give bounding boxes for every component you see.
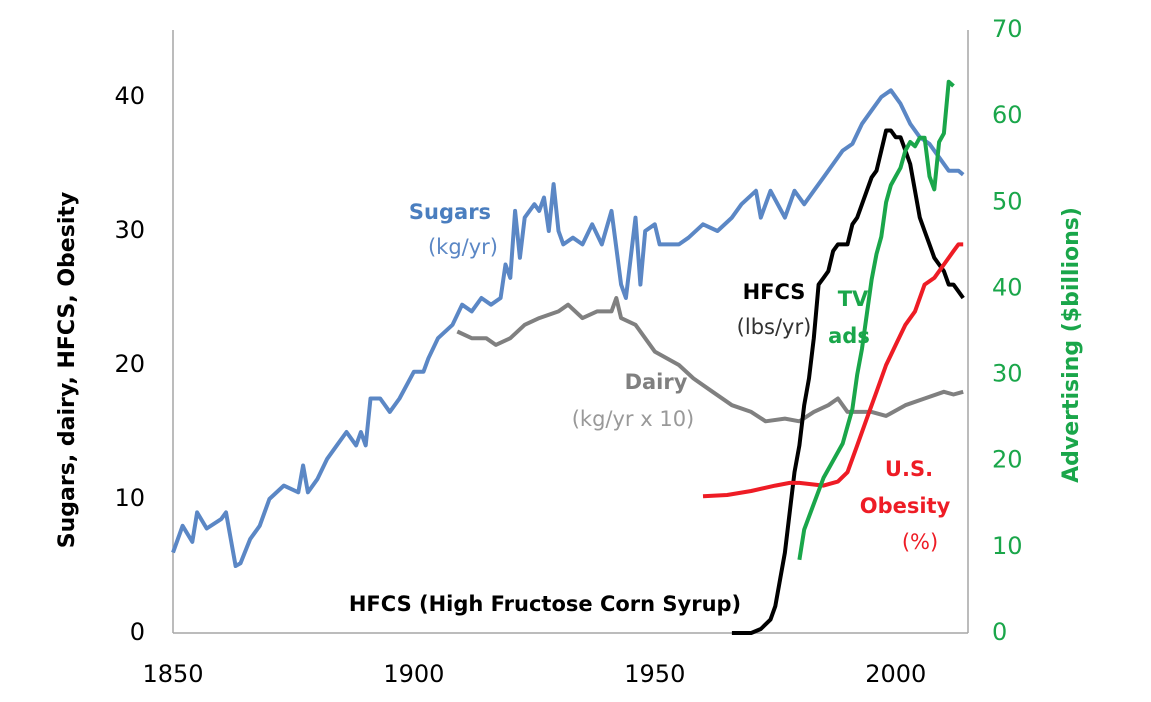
y-axis-title: Sugars, dairy, HFCS, Obesity: [55, 192, 80, 548]
series-line: [702, 242, 964, 499]
annotation: HFCS (High Fructose Corn Syrup): [349, 592, 741, 616]
annotation: (kg/yr): [428, 235, 498, 259]
x-tick-label: 1950: [624, 660, 685, 688]
y2-tick-label: 40: [992, 273, 1023, 301]
y2-tick-label: 70: [992, 15, 1023, 43]
annotation: ads: [828, 324, 870, 348]
x-tick-label: 1850: [142, 660, 203, 688]
y2-tick-label: 20: [992, 446, 1023, 474]
annotation: U.S.: [885, 457, 933, 481]
y-tick-label: 40: [114, 82, 145, 110]
series-line: [456, 296, 964, 424]
y2-tick-label: 30: [992, 360, 1023, 388]
y2-tick-label: 60: [992, 101, 1023, 129]
annotation: HFCS: [743, 280, 806, 304]
series-line: [797, 79, 955, 561]
y2-tick-label: 0: [992, 618, 1007, 646]
y2-tick-label: 50: [992, 187, 1023, 215]
x-tick-label: 2000: [865, 660, 926, 688]
y-tick-label: 0: [130, 618, 145, 646]
y2-tick-label: 10: [992, 532, 1023, 560]
annotation: Dairy: [625, 370, 688, 394]
x-tick-label: 1900: [383, 660, 444, 688]
y2-axis-title: Advertising ($billions): [1059, 207, 1084, 483]
annotation: Sugars: [409, 200, 491, 224]
annotation: Obesity: [860, 494, 951, 518]
series-line: [171, 88, 965, 568]
annotation: (%): [902, 530, 938, 554]
y-tick-label: 30: [114, 216, 145, 244]
series-line: [731, 128, 965, 635]
annotation: (kg/yr x 10): [572, 407, 695, 431]
y-tick-label: 10: [114, 484, 145, 512]
annotation: TV: [838, 287, 869, 311]
annotation: (lbs/yr): [737, 315, 812, 339]
y-tick-label: 20: [114, 350, 145, 378]
